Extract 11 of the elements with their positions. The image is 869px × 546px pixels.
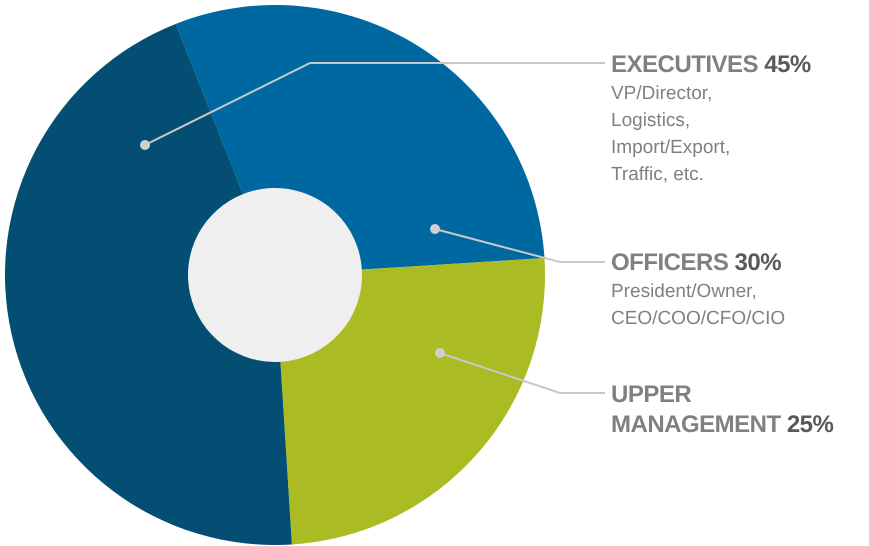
text: President/Owner, CEO/COO/CFO/CIO — [611, 280, 786, 331]
donut-slice — [176, 5, 544, 270]
slice-label: UPPER MANAGEMENT — [611, 381, 781, 438]
data-label: 45% — [763, 51, 811, 78]
slice-label: EXECUTIVES — [611, 51, 758, 78]
text: VP/Director, Logistics, Import/Export, Traffic, etc. — [611, 82, 732, 187]
donut-slice — [5, 24, 292, 544]
slice-label: OFFICERS — [611, 249, 728, 276]
donut-slice — [280, 258, 545, 544]
data-label: 30% — [734, 249, 782, 276]
data-label: 25% — [786, 411, 834, 438]
